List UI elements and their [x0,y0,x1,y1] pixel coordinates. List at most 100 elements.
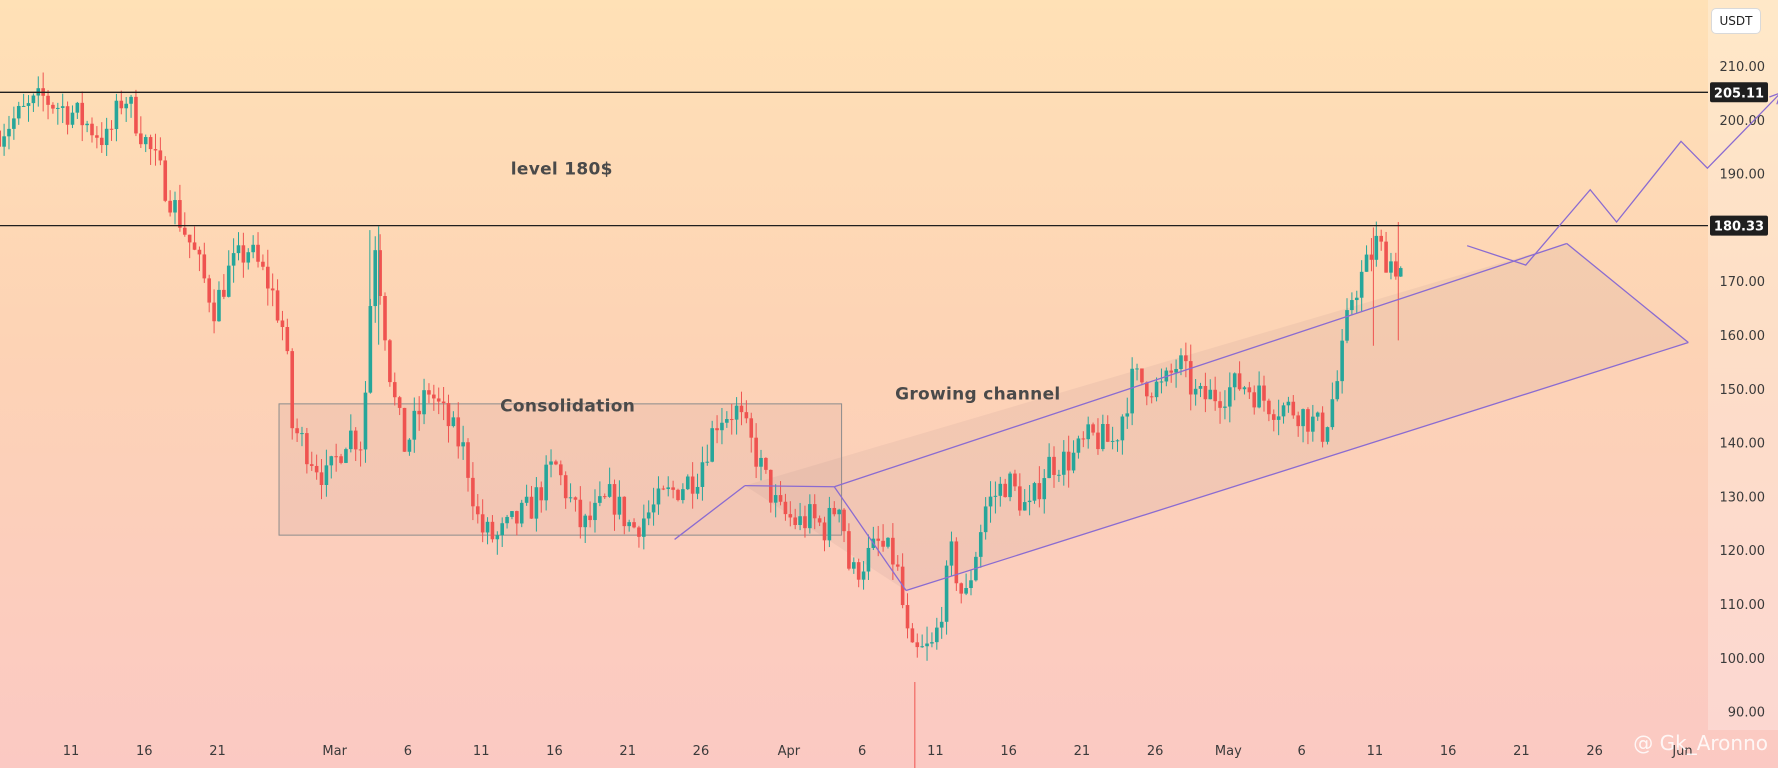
candle-body [280,320,285,328]
candle-body [422,390,426,415]
candle-body [65,106,70,125]
candle-body [1398,268,1403,277]
candle-body [739,405,744,413]
candle-body [920,646,924,648]
candle-body [588,515,592,521]
candle-body [173,200,177,213]
candle-body [915,642,920,648]
candle-body [373,250,378,307]
candle-body [383,296,387,341]
candle-body [26,103,31,106]
candle-body [656,488,661,505]
y-tick-label: 170.00 [1720,275,1766,290]
candle-body [725,419,729,423]
candle-body [466,442,470,478]
candle-body [851,562,856,569]
candle-body [578,499,583,528]
y-tick-label: 100.00 [1720,652,1766,667]
candle-body [1018,486,1022,511]
candle-body [1169,370,1174,373]
projection-arrowhead [1769,93,1778,105]
candle-body [153,149,158,151]
candle-body [700,462,705,487]
candle-body [876,538,881,541]
annotation-label: level 180$ [511,160,613,180]
candle-body [837,509,841,515]
candle-body [1340,340,1344,382]
candle-body [104,128,109,146]
candle-body [627,522,631,527]
candle-body [1184,355,1188,362]
candle-body [1154,381,1159,398]
projection-path [1466,94,1778,266]
candle-body [637,527,641,537]
candle-body [1179,355,1183,369]
candle-body [1286,401,1291,406]
x-tick-label: 21 [1074,744,1091,759]
candle-body [143,137,148,145]
x-tick-label: Jun [1671,744,1692,759]
candle-body [1057,474,1061,476]
candle-body [583,515,588,528]
candle-body [651,504,656,513]
candle-body [1042,478,1047,500]
candle-body [1081,438,1086,440]
candle-body [783,501,788,515]
x-tick-label: 16 [1000,744,1017,759]
candle-body [558,464,563,476]
x-tick-label: 11 [63,744,80,759]
candle-body [939,621,944,628]
candle-body [432,394,436,399]
candle-body [764,457,768,470]
candle-body [944,565,949,622]
candle-body [715,428,719,431]
candle-body [1091,424,1095,433]
candle-body [1354,297,1359,301]
candle-body [500,523,504,536]
y-tick-label: 120.00 [1720,544,1766,559]
x-tick-label: 26 [1586,744,1603,759]
candle-body [305,433,309,465]
candle-body [1159,381,1164,383]
channel-left-edge [833,486,907,591]
candle-body [0,130,2,147]
candle-body [12,118,16,129]
candle-body [368,306,373,393]
candle-body [441,401,446,404]
candle-body [1228,387,1232,407]
candle-body [236,245,241,254]
candle-body [1208,389,1213,400]
candle-body [417,410,421,415]
candle-body [212,302,216,322]
candle-body [1115,440,1120,442]
candle-body [812,504,817,519]
candle-body [495,535,500,540]
candle-body [85,123,89,126]
candle-body [1394,261,1398,277]
candle-body [231,253,236,266]
candle-body [1052,456,1056,475]
candle-body [261,261,265,267]
candle-body [1061,451,1066,475]
x-tick-label: Apr [778,744,801,759]
currency-badge[interactable]: USDT [1711,8,1761,34]
candle-body [793,517,797,526]
candle-body [475,506,480,515]
x-tick-label: 26 [693,744,710,759]
candle-body [1188,361,1193,395]
candle-body [1076,438,1081,453]
candle-body [1281,405,1286,417]
candle-body [1144,382,1149,397]
candle-body [778,495,783,502]
candle-body [695,486,700,494]
candle-body [119,100,124,109]
candle-body [646,512,651,519]
candle-body [568,497,573,499]
candle-body [1237,373,1242,390]
candle-body [388,340,392,383]
candle-body [1203,385,1208,400]
y-tick-label: 190.00 [1720,168,1766,183]
candle-body [392,382,397,398]
price-axis-strip [1708,0,1778,730]
